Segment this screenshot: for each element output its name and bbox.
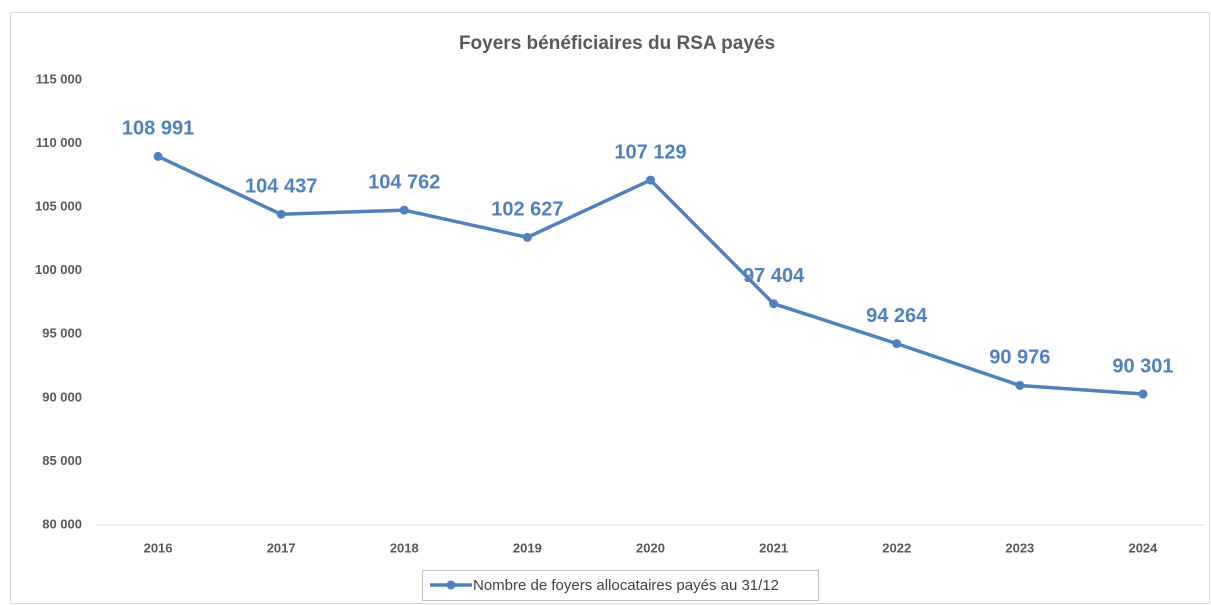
data-point	[153, 151, 163, 161]
legend-marker	[446, 580, 456, 590]
data-label: 90 301	[1112, 355, 1173, 377]
data-label: 90 976	[989, 347, 1050, 369]
data-label: 102 627	[491, 199, 563, 221]
legend-box	[422, 570, 819, 601]
x-tick-label: 2018	[390, 540, 419, 555]
data-label: 97 404	[743, 265, 805, 287]
chart-title: Foyers bénéficiaires du RSA payés	[459, 33, 775, 54]
data-label: 104 762	[368, 171, 440, 193]
data-point	[1138, 389, 1148, 399]
data-point	[522, 232, 532, 242]
y-tick-label: 90 000	[42, 389, 82, 404]
legend-label: Nombre de foyers allocataires payés au 3…	[473, 577, 779, 594]
data-label: 104 437	[245, 176, 317, 198]
data-point	[399, 205, 409, 215]
data-label: 108 991	[122, 118, 194, 140]
x-tick-label: 2017	[267, 540, 296, 555]
y-tick-label: 115 000	[36, 71, 82, 86]
y-tick-label: 100 000	[35, 262, 82, 277]
data-point	[892, 339, 902, 349]
x-tick-label: 2020	[636, 540, 665, 555]
y-tick-label: 105 000	[35, 199, 82, 214]
data-point	[1015, 380, 1025, 390]
data-point	[276, 209, 286, 219]
data-label: 107 129	[614, 141, 686, 163]
x-tick-label: 2021	[759, 540, 788, 555]
x-tick-label: 2023	[1005, 540, 1034, 555]
y-tick-label: 85 000	[42, 453, 82, 468]
x-tick-label: 2024	[1128, 540, 1158, 555]
data-point	[646, 175, 655, 185]
x-tick-label: 2022	[882, 540, 911, 555]
x-tick-label: 2016	[144, 540, 173, 555]
data-point	[769, 299, 779, 309]
data-label: 94 264	[866, 305, 928, 327]
x-tick-label: 2019	[513, 540, 542, 555]
y-tick-label: 80 000	[42, 516, 82, 531]
chart-frame	[10, 12, 1210, 604]
y-tick-label: 110 000	[36, 135, 82, 150]
y-tick-label: 95 000	[42, 326, 82, 341]
